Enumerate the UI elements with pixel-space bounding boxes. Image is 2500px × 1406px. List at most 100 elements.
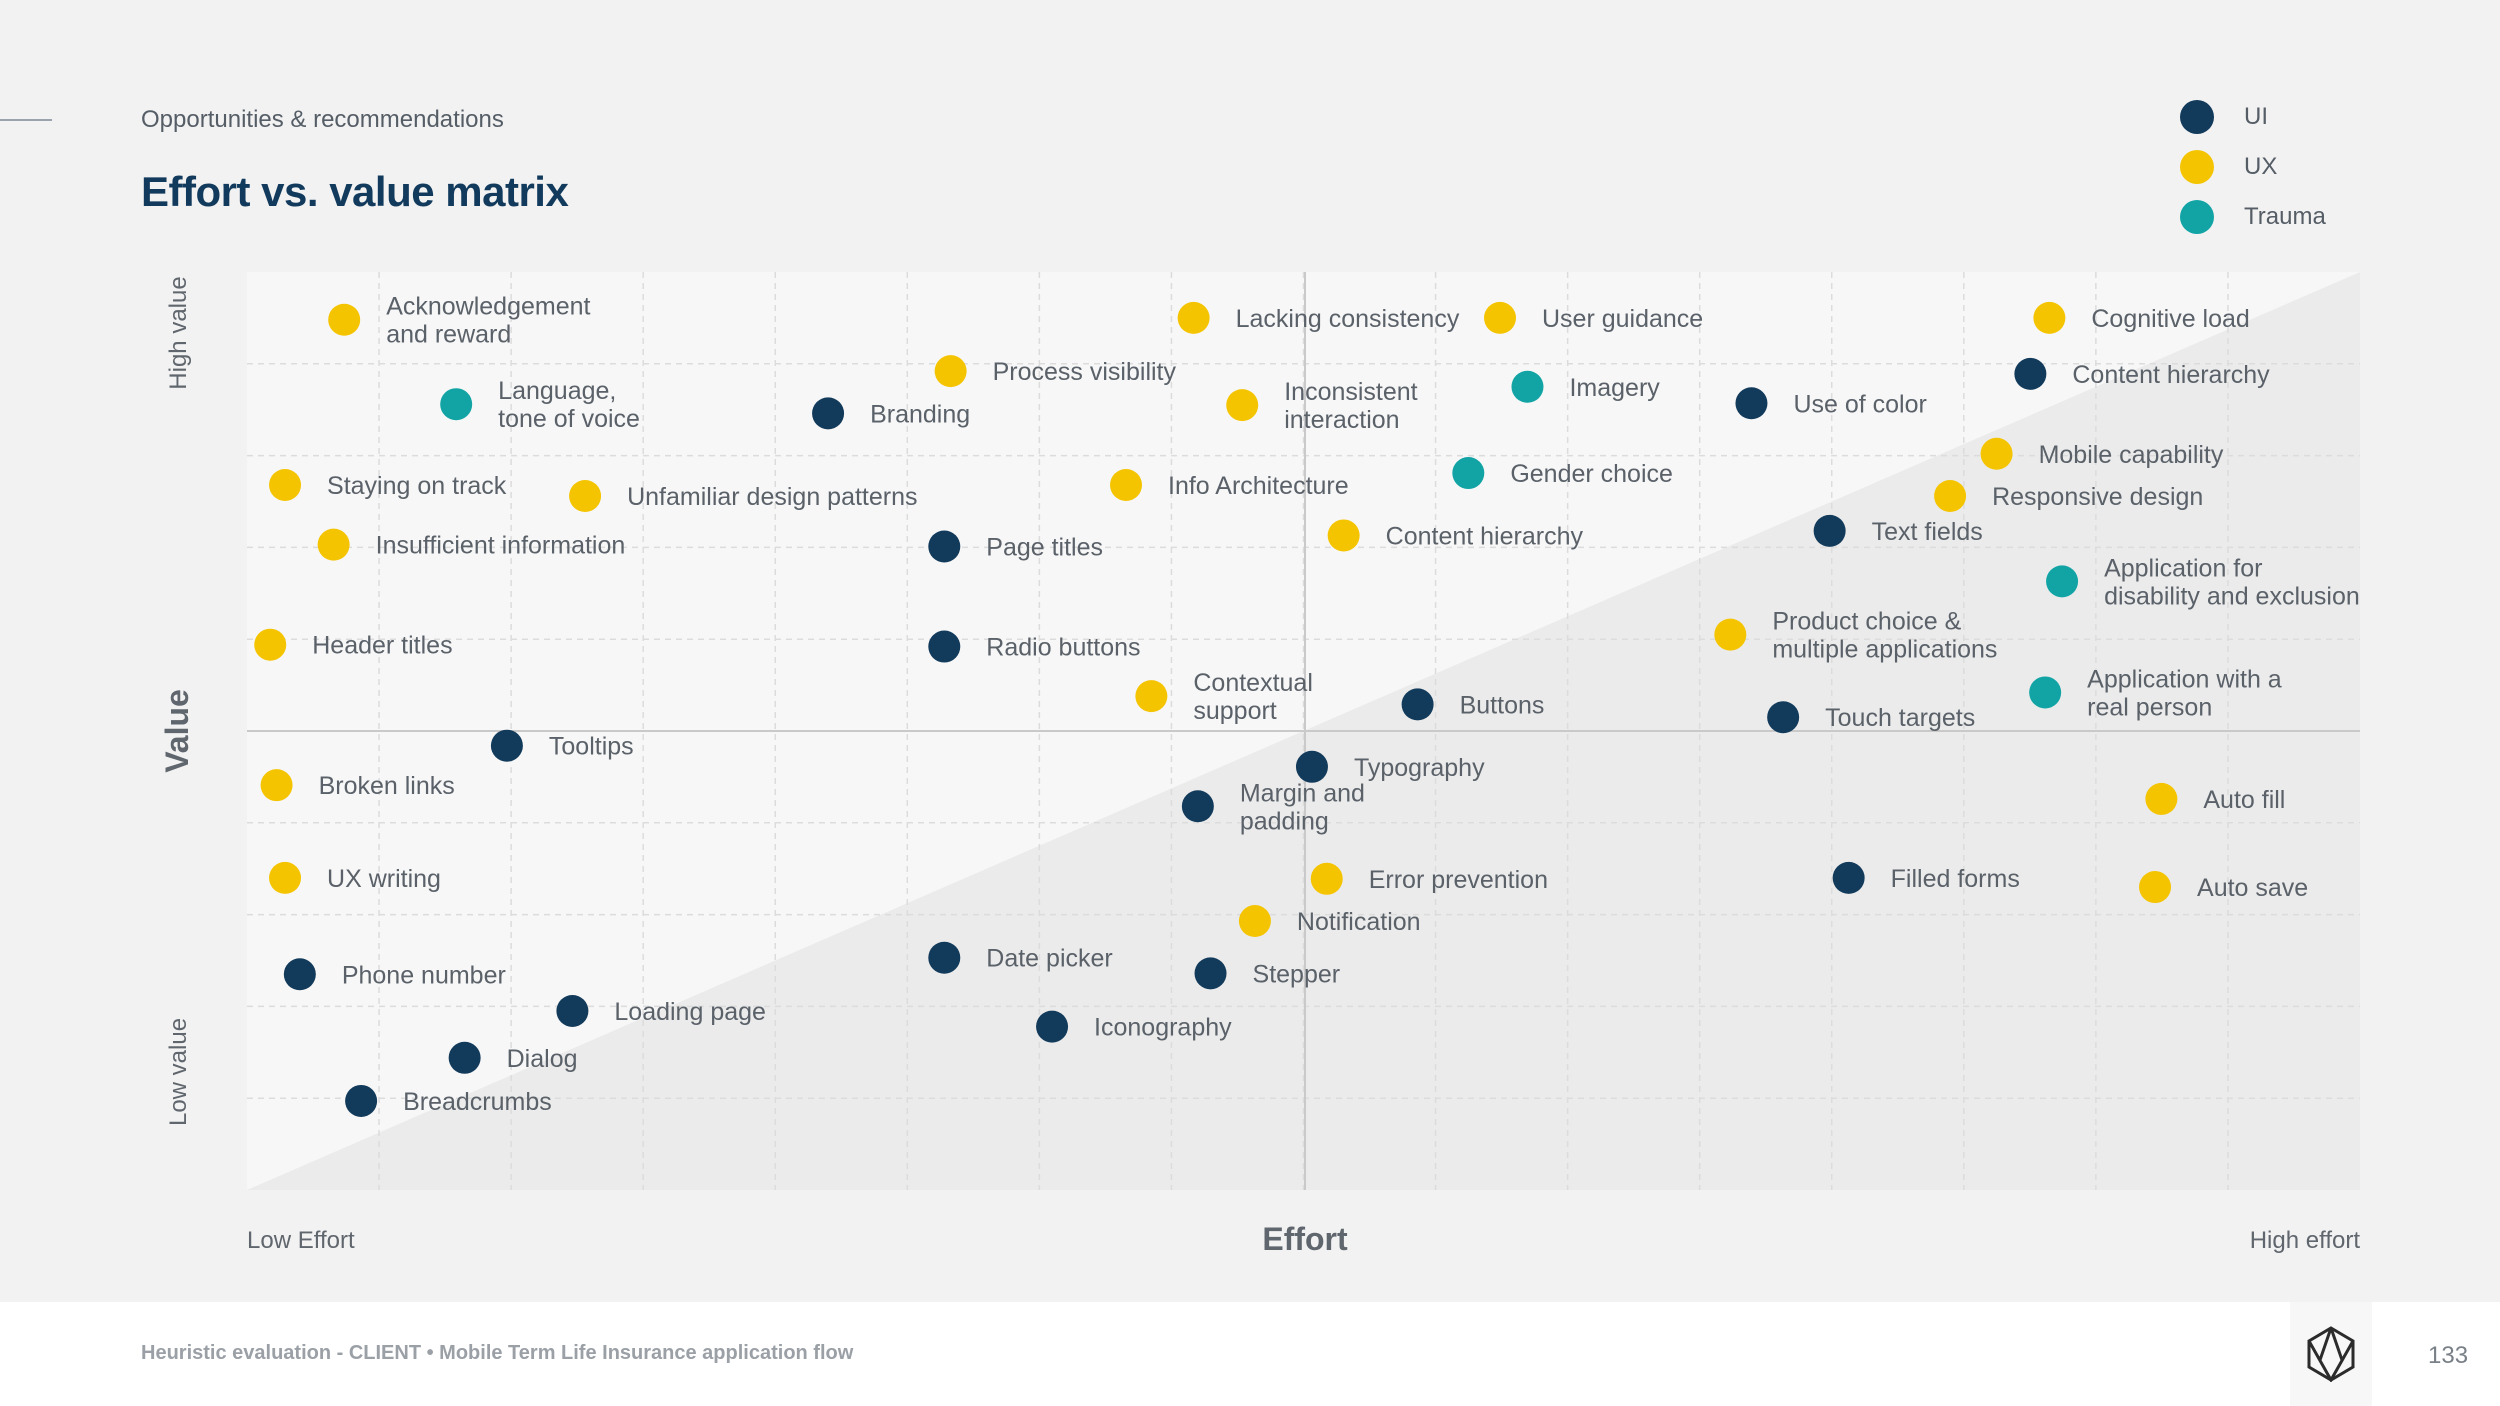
data-point: User guidance [1484, 301, 1703, 334]
data-point: UX writing [269, 861, 441, 894]
data-point: Auto save [2139, 871, 2308, 904]
header-accent-line [0, 119, 52, 121]
data-point: Dialog [448, 1041, 578, 1074]
data-point: Tooltips [490, 729, 634, 762]
point-marker-ux [2139, 871, 2172, 904]
logo [2290, 1302, 2372, 1406]
point-label: Touch targets [1825, 704, 1975, 732]
data-point: Info Architecture [1110, 468, 1349, 501]
point-marker-ux [1714, 618, 1747, 651]
point-marker-ui [1194, 957, 1227, 990]
point-label: Broken links [319, 772, 455, 800]
point-marker-ux [2033, 301, 2066, 334]
point-label: Auto save [2197, 874, 2308, 902]
point-marker-trauma [2029, 676, 2062, 709]
data-point: Text fields [1813, 514, 1983, 547]
point-label: Text fields [1872, 518, 1983, 546]
data-point: Staying on track [269, 468, 507, 501]
point-marker-ui [928, 941, 961, 974]
point-label: Loading page [614, 998, 766, 1026]
data-point: Typography [1295, 750, 1485, 783]
point-label: Lacking consistency [1236, 305, 1460, 333]
point-marker-trauma [1452, 457, 1485, 490]
point-marker-ui [1036, 1010, 1069, 1043]
x-axis-low-label: Low Effort [247, 1227, 355, 1254]
point-label: Filled forms [1891, 865, 2020, 893]
point-marker-trauma [2046, 565, 2079, 598]
point-marker-ux [569, 479, 602, 512]
page-title: Effort vs. value matrix [141, 168, 569, 215]
point-label: Responsive design [1992, 483, 2203, 511]
point-marker-ux [1484, 301, 1517, 334]
point-label: Unfamiliar design patterns [627, 483, 917, 511]
data-point: Content hierarchy [1327, 519, 1584, 552]
point-label: Iconography [1094, 1014, 1232, 1042]
point-label: Dialog [507, 1045, 578, 1073]
data-point: Phone number [283, 958, 506, 991]
legend-label-ui: UI [2244, 103, 2268, 130]
point-label: Notification [1297, 908, 1421, 936]
point-label: Content hierarchy [1386, 522, 1584, 550]
point-label: Auto fill [2203, 786, 2285, 814]
point-label: Mobile capability [2039, 441, 2224, 469]
point-label: Page titles [986, 533, 1103, 561]
point-label: Use of color [1793, 390, 1926, 418]
data-point: Error prevention [1310, 862, 1548, 895]
point-label: Breadcrumbs [403, 1088, 552, 1116]
point-marker-ui [1295, 750, 1328, 783]
point-label: Application for disability and exclusion [2104, 554, 2360, 610]
data-point: Use of color [1735, 387, 1927, 420]
data-point: Inconsistent interaction [1226, 378, 1418, 434]
point-label: Language, tone of voice [498, 377, 640, 433]
effort-value-matrix-chart: Acknowledgement and reward Lacking consist… [159, 272, 2360, 1257]
legend-label-ux: UX [2244, 153, 2278, 180]
point-marker-ux [2145, 782, 2178, 815]
point-label: Error prevention [1369, 866, 1548, 894]
data-point: Application with a real person [2029, 665, 2282, 721]
point-label: Cognitive load [2091, 305, 2249, 333]
data-point: Breadcrumbs [345, 1084, 552, 1117]
data-point: Iconography [1036, 1010, 1232, 1043]
point-marker-ux [317, 528, 350, 561]
point-label: Application with a real person [2087, 665, 2282, 721]
point-marker-ux [1980, 437, 2013, 470]
point-marker-ui [812, 397, 845, 430]
point-label: Branding [870, 400, 970, 428]
point-label: Acknowledgement and reward [386, 293, 590, 349]
point-marker-ui [556, 994, 589, 1027]
point-label: Product choice & multiple applications [1772, 608, 1997, 664]
page-number: 133 [2428, 1342, 2469, 1369]
data-point: Filled forms [1832, 861, 2020, 894]
x-axis-title: Effort [1262, 1221, 1348, 1257]
point-label: Inconsistent interaction [1284, 378, 1417, 434]
data-point: Content hierarchy [2014, 357, 2270, 390]
page-subtitle: Opportunities & recommendations [141, 106, 504, 133]
point-marker-ux [1110, 468, 1143, 501]
data-point: Process visibility [934, 355, 1177, 388]
point-label: Process visibility [993, 358, 1177, 386]
point-marker-ux [1327, 519, 1360, 552]
y-axis-title: Value [159, 689, 195, 773]
data-point: Unfamiliar design patterns [569, 479, 918, 512]
data-point: Radio buttons [928, 630, 1141, 663]
data-point: Acknowledgement and reward [328, 293, 591, 349]
point-marker-ux [328, 303, 361, 336]
point-marker-ui [1735, 387, 1768, 420]
point-label: Stepper [1253, 960, 1341, 988]
point-label: Buttons [1460, 691, 1545, 719]
data-point: Auto fill [2145, 782, 2285, 815]
point-marker-ui [1767, 701, 1800, 734]
point-marker-ux [254, 628, 287, 661]
point-marker-ux [1226, 389, 1259, 422]
legend-dot-ux [2180, 150, 2214, 184]
point-marker-ux [1177, 301, 1210, 334]
point-marker-ui [490, 729, 523, 762]
data-point: Loading page [556, 994, 766, 1027]
point-marker-ui [928, 630, 961, 663]
point-marker-trauma [1511, 370, 1544, 403]
point-marker-ui [1832, 861, 1865, 894]
y-axis-high-label: High value [165, 276, 192, 389]
point-label: Margin and padding [1240, 779, 1365, 835]
legend-dot-trauma [2180, 200, 2214, 234]
data-point: Date picker [928, 941, 1113, 974]
